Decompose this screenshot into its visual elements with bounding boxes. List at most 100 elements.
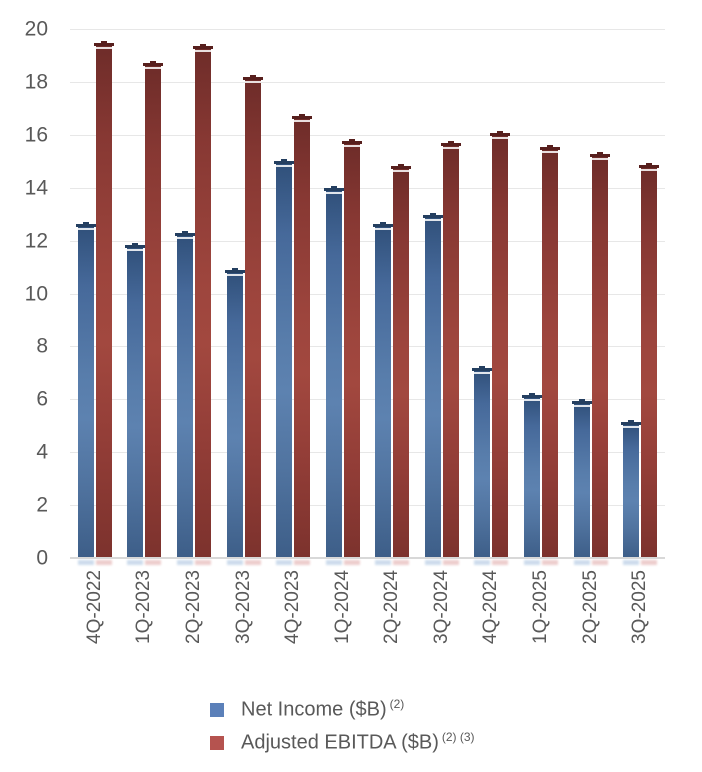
error-bar-cap <box>571 401 592 405</box>
bar-net-income-3Q-2024 <box>422 212 443 565</box>
error-bar-capgap <box>442 147 459 150</box>
bar-net-income-1Q-2023 <box>125 243 146 565</box>
error-bar-cap <box>323 188 344 192</box>
x-axis-tick-label-2Q-2024: 2Q-2024 <box>381 570 403 644</box>
x-axis-tick-label-3Q-2025: 3Q-2025 <box>629 570 651 644</box>
y-axis-tick-label-14: 14 <box>24 176 48 200</box>
error-bar-nub <box>429 212 436 215</box>
error-bar-capgap <box>393 169 410 172</box>
error-bar-nub <box>348 138 355 141</box>
y-axis-tick-label-18: 18 <box>24 70 48 94</box>
x-axis-tick-label-2Q-2023: 2Q-2023 <box>182 570 204 644</box>
error-bar-nub <box>479 366 486 369</box>
error-bar-cap <box>224 270 245 274</box>
legend-label-adjusted-ebitda: Adjusted EBITDA ($B) (2) (3) <box>241 730 475 755</box>
bar-reflection <box>623 559 640 565</box>
bar-reflection <box>442 559 459 565</box>
error-bar-nub <box>281 158 288 161</box>
error-bar-nub <box>181 231 188 234</box>
error-bar-nub <box>299 113 306 116</box>
error-bar-cap <box>440 143 461 147</box>
bar-reflection <box>145 559 162 565</box>
error-bar-cap <box>274 160 295 164</box>
legend-swatch-net-income <box>210 702 224 717</box>
gridline-10 <box>70 293 665 295</box>
bar-adjusted-ebitda-4Q-2023 <box>292 113 313 565</box>
legend-footnote-marker: (2) (3) <box>441 730 475 745</box>
x-axis-tick-label-4Q-2024: 4Q-2024 <box>480 570 502 644</box>
error-bar-capgap <box>492 136 509 139</box>
x-axis-line <box>70 557 665 559</box>
bar-reflection <box>95 559 112 565</box>
error-bar-nub <box>380 222 387 225</box>
error-bar-nub <box>199 43 206 46</box>
bar-adjusted-ebitda-1Q-2025 <box>540 145 561 565</box>
error-bar-capgap <box>424 218 441 221</box>
error-bar-cap <box>292 115 313 119</box>
error-bar-cap <box>422 214 443 218</box>
y-axis-tick-label-16: 16 <box>24 123 48 147</box>
error-bar-cap <box>621 422 642 426</box>
gridline-2 <box>70 505 665 507</box>
error-bar-capgap <box>194 49 211 52</box>
x-axis-tick-label-1Q-2025: 1Q-2025 <box>530 570 552 644</box>
bar-reflection <box>176 559 193 565</box>
error-bar-cap <box>589 153 610 157</box>
error-bar-capgap <box>623 426 640 429</box>
y-axis-tick-label-6: 6 <box>36 387 48 411</box>
legend-label-net-income: Net Income ($B) (2) <box>241 697 404 722</box>
error-bar-nub <box>628 420 635 423</box>
bar-adjusted-ebitda-2Q-2023 <box>192 43 213 565</box>
gridline-6 <box>70 399 665 401</box>
error-bar-cap <box>341 140 362 144</box>
bar-reflection <box>524 559 541 565</box>
error-bar-nub <box>596 151 603 154</box>
error-bar-capgap <box>244 81 261 84</box>
gridline-4 <box>70 452 665 454</box>
bar-net-income-1Q-2025 <box>522 392 543 565</box>
error-bar-capgap <box>127 249 144 252</box>
bar-net-income-4Q-2022 <box>75 222 96 565</box>
error-bar-cap <box>472 368 493 372</box>
y-axis-tick-label-12: 12 <box>24 229 48 253</box>
error-bar-capgap <box>276 164 293 167</box>
gridline-18 <box>70 81 665 83</box>
error-bar-capgap <box>524 398 541 401</box>
error-bar-nub <box>529 392 536 395</box>
error-bar-capgap <box>591 157 608 160</box>
bar-reflection <box>127 559 144 565</box>
gridline-8 <box>70 346 665 348</box>
y-axis-tick-label-10: 10 <box>24 282 48 305</box>
error-bar-capgap <box>325 192 342 195</box>
bar-net-income-1Q-2024 <box>323 186 344 565</box>
x-axis-tick-label-1Q-2024: 1Q-2024 <box>331 570 353 644</box>
error-bar-capgap <box>573 405 590 408</box>
error-bar-nub <box>249 75 256 78</box>
error-bar-capgap <box>375 228 392 231</box>
bar-reflection <box>474 559 491 565</box>
error-bar-nub <box>447 141 454 144</box>
bar-reflection <box>194 559 211 565</box>
bar-reflection <box>641 559 658 565</box>
legend: Net Income ($B) (2) Adjusted EBITDA ($B)(… <box>210 696 475 756</box>
bar-net-income-3Q-2023 <box>224 268 245 565</box>
bar-reflection <box>573 559 590 565</box>
error-bar-capgap <box>145 66 162 69</box>
error-bar-capgap <box>176 237 193 240</box>
bar-reflection <box>424 559 441 565</box>
error-bar-nub <box>330 186 337 189</box>
bar-adjusted-ebitda-4Q-2022 <box>93 40 114 565</box>
bar-net-income-2Q-2023 <box>174 231 195 565</box>
error-bar-cap <box>93 42 114 46</box>
bar-reflection <box>393 559 410 565</box>
error-bar-cap <box>174 233 195 237</box>
y-axis-tick-label-4: 4 <box>36 440 48 464</box>
error-bar-nub <box>398 163 405 166</box>
error-bar-capgap <box>294 119 311 122</box>
error-bar-cap <box>391 165 412 169</box>
error-bar-cap <box>192 45 213 49</box>
y-axis-tick-label-0: 0 <box>36 546 48 570</box>
bar-net-income-4Q-2023 <box>274 158 295 565</box>
bar-adjusted-ebitda-4Q-2024 <box>490 130 511 565</box>
bar-reflection <box>294 559 311 565</box>
